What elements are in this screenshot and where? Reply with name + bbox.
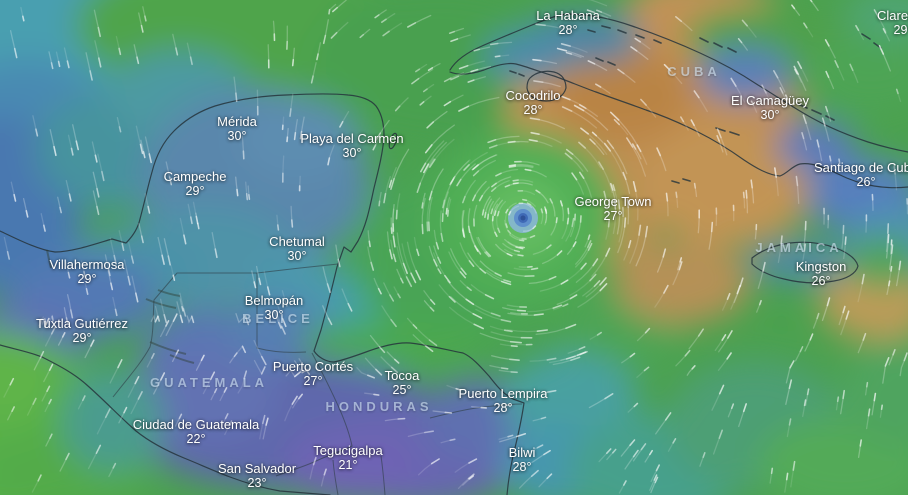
city-label[interactable]: Puerto Lempira 28° xyxy=(459,386,548,416)
city-label[interactable]: Villahermosa 29° xyxy=(50,257,125,287)
city-temperature: 30° xyxy=(264,308,284,322)
city-name: George Town xyxy=(574,194,652,209)
city-name: Santiago de Cuba xyxy=(813,160,908,175)
city-temperature: 30° xyxy=(342,146,362,160)
coastline-pacific xyxy=(0,344,331,495)
city-label[interactable]: Chetumal 30° xyxy=(269,234,325,264)
city-temperature: 28° xyxy=(558,23,578,37)
city-label[interactable]: El Camagüey 30° xyxy=(731,93,809,123)
coastline-cuba-north xyxy=(449,13,908,153)
country-label: CUBA xyxy=(667,64,721,79)
city-temperature: 29° xyxy=(893,23,908,37)
city-label[interactable]: George Town 27° xyxy=(574,194,651,224)
city-name: Cocodrilo xyxy=(505,88,561,103)
city-name: Kingston xyxy=(795,259,847,274)
island-cays xyxy=(509,25,882,184)
coastline-yucatan-central-america xyxy=(0,93,525,495)
city-temperature: 29° xyxy=(72,331,92,345)
coastline-jamaica xyxy=(751,241,859,284)
city-name: Tegucigalpa xyxy=(313,443,383,458)
city-temperature: 21° xyxy=(338,458,358,472)
city-name: El Camagüey xyxy=(730,93,810,108)
city-name: Ciudad de Guatemala xyxy=(132,417,260,432)
border-belize xyxy=(256,263,339,353)
city-name: Playa del Carmen xyxy=(300,131,404,146)
city-name: Puerto Cortés xyxy=(272,359,354,374)
city-temperature: 27° xyxy=(603,209,623,223)
city-temperature: 28° xyxy=(493,401,513,415)
city-temperature: 29° xyxy=(77,272,97,286)
city-name: Tuxtla Gutiérrez xyxy=(36,316,128,331)
coastline-isla-juventud xyxy=(526,70,567,102)
country-borders xyxy=(46,249,523,495)
city-label[interactable]: Campeche 29° xyxy=(164,169,227,199)
city-label[interactable]: Mérida 30° xyxy=(217,114,257,144)
country-label: HONDURAS xyxy=(325,399,433,414)
city-label[interactable]: Kingston 26° xyxy=(796,259,847,289)
city-label[interactable]: La Habana 28° xyxy=(536,8,600,38)
country-label: JAMAICA xyxy=(755,240,843,255)
city-name: Belmopán xyxy=(244,293,304,308)
city-temperature: 30° xyxy=(227,129,247,143)
coastline-cozumel xyxy=(388,132,398,150)
city-label[interactable]: Tocoa 25° xyxy=(385,368,420,398)
city-label[interactable]: San Salvador 23° xyxy=(218,461,296,491)
storm-eye xyxy=(508,203,538,233)
border-honduras-nicaragua xyxy=(332,403,523,495)
city-name: Villahermosa xyxy=(49,257,125,272)
city-label[interactable]: Santiago de Cuba 26° xyxy=(814,160,908,190)
city-temperature: 28° xyxy=(523,103,543,117)
city-label[interactable]: Belmopán 30° xyxy=(245,293,304,323)
city-label[interactable]: Puerto Cortés 27° xyxy=(273,359,353,389)
city-name: La Habana xyxy=(536,8,600,23)
wind-streaks xyxy=(3,0,908,494)
city-name: Mérida xyxy=(217,114,257,129)
country-label: BELICE xyxy=(242,311,314,326)
city-label[interactable]: Tegucigalpa 21° xyxy=(313,443,382,473)
city-temperature: 29° xyxy=(185,184,205,198)
city-label[interactable]: Clarence 29° xyxy=(877,8,908,38)
city-name: Tocoa xyxy=(384,368,420,383)
city-name: Campeche xyxy=(163,169,227,184)
city-label[interactable]: Ciudad de Guatemala 22° xyxy=(133,417,259,447)
city-temperature: 28° xyxy=(512,460,532,474)
city-temperature: 26° xyxy=(811,274,831,288)
country-label: GUATEMALA xyxy=(149,375,269,390)
city-temperature: 23° xyxy=(247,476,267,490)
coastlines xyxy=(0,13,908,495)
city-label[interactable]: Bilwi 28° xyxy=(509,445,536,475)
cay-marks xyxy=(509,25,882,184)
city-temperature: 26° xyxy=(856,175,876,189)
city-label[interactable]: Playa del Carmen 30° xyxy=(300,131,403,161)
city-temperature: 30° xyxy=(287,249,307,263)
city-name: Clarence xyxy=(876,8,908,23)
city-temperature: 22° xyxy=(186,432,206,446)
city-label[interactable]: Tuxtla Gutiérrez 29° xyxy=(36,316,128,346)
terrain-marks xyxy=(46,249,195,364)
city-temperature: 25° xyxy=(392,383,412,397)
city-temperature: 30° xyxy=(760,108,780,122)
city-name: Chetumal xyxy=(269,234,325,249)
city-temperature: 27° xyxy=(303,374,323,388)
city-name: Puerto Lempira xyxy=(458,386,548,401)
city-name: Bilwi xyxy=(508,445,536,460)
city-name: San Salvador xyxy=(217,461,297,476)
city-label[interactable]: Cocodrilo 28° xyxy=(506,88,561,118)
border-mexico-guatemala xyxy=(112,272,257,398)
border-guatemala-honduras xyxy=(275,352,353,477)
coastline-cuba-south xyxy=(449,62,908,189)
